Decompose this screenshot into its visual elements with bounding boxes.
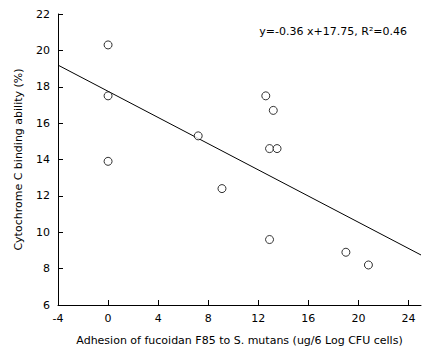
svg-text:8: 8 [205, 312, 212, 325]
svg-text:16: 16 [301, 312, 315, 325]
svg-text:24: 24 [401, 312, 415, 325]
svg-text:12: 12 [251, 312, 265, 325]
svg-text:10: 10 [36, 226, 50, 239]
svg-text:14: 14 [36, 153, 50, 166]
svg-text:8: 8 [43, 262, 50, 275]
svg-text:Cytochrome C binding ability (: Cytochrome C binding ability (%) [12, 68, 25, 250]
svg-text:12: 12 [36, 189, 50, 202]
svg-text:Adhesion of fucoidan F85 to S.: Adhesion of fucoidan F85 to S. mutans (u… [76, 334, 402, 347]
svg-text:4: 4 [155, 312, 162, 325]
svg-text:0: 0 [105, 312, 112, 325]
svg-text:18: 18 [36, 80, 50, 93]
svg-text:22: 22 [36, 8, 50, 21]
svg-text:-4: -4 [53, 312, 64, 325]
svg-text:20: 20 [351, 312, 365, 325]
svg-text:16: 16 [36, 117, 50, 130]
svg-text:20: 20 [36, 44, 50, 57]
svg-text:y=-0.36 x+17.75, R²=0.46: y=-0.36 x+17.75, R²=0.46 [259, 25, 407, 38]
svg-text:6: 6 [43, 299, 50, 312]
